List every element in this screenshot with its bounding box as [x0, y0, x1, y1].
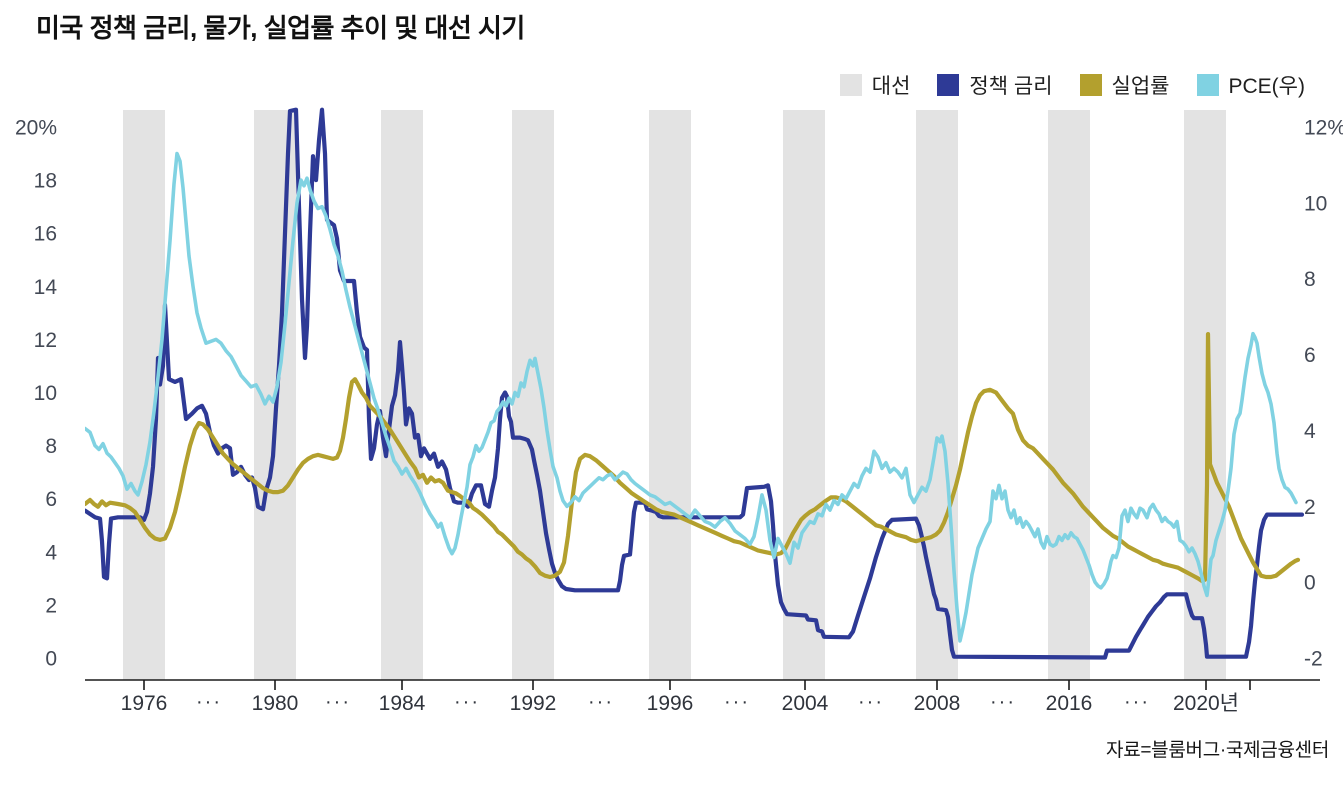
right-axis-label: 2 — [1304, 496, 1316, 519]
right-axis-label: -2 — [1304, 648, 1323, 671]
right-axis-label: 8 — [1304, 268, 1316, 291]
legend: 대선 정책 금리 실업률 PCE(우) — [839, 70, 1306, 100]
page-title: 미국 정책 금리, 물가, 실업률 추이 및 대선 시기 — [36, 13, 525, 43]
election-band — [1048, 110, 1090, 680]
x-axis-break-dots: ··· — [990, 691, 1016, 713]
x-axis-label: 2004 — [782, 692, 829, 715]
x-axis — [85, 679, 1320, 690]
left-axis-label: 4 — [45, 541, 57, 564]
legend-label: 실업률 — [1111, 75, 1170, 98]
x-axis-label: 1992 — [510, 692, 557, 715]
election-band — [649, 110, 691, 680]
x-axis-label: 2020년 — [1173, 692, 1239, 715]
election-band — [783, 110, 825, 680]
left-axis-label: 14 — [34, 276, 58, 299]
right-axis-label: 0 — [1304, 572, 1316, 595]
left-axis-label: 12 — [34, 329, 57, 352]
policy-rate-swatch — [937, 74, 960, 96]
legend-label: 정책 금리 — [969, 75, 1053, 98]
legend-label: 대선 — [871, 75, 911, 98]
x-axis-label: 1984 — [379, 692, 426, 715]
source-credit: 자료=블룸버그·국제금융센터 — [1106, 740, 1329, 761]
x-axis-label: 2008 — [914, 692, 961, 715]
x-axis-break-dots: ··· — [588, 691, 614, 713]
left-axis-label: 6 — [45, 488, 57, 511]
series-lines — [85, 107, 1304, 660]
left-axis-label: 10 — [34, 382, 57, 405]
x-axis-break-dots: ··· — [858, 691, 884, 713]
right-axis-label: 12% — [1304, 117, 1343, 140]
right-axis-labels: 12% 10 8 6 4 2 0 -2 — [1304, 117, 1343, 671]
right-axis-label: 10 — [1304, 192, 1327, 215]
x-axis-break-dots: ··· — [1124, 691, 1150, 713]
x-axis-break-dots: ··· — [196, 691, 222, 713]
x-axis-break-dots: ··· — [724, 691, 750, 713]
legend-item-pce: PCE(우) — [1196, 70, 1306, 100]
left-axis-label: 0 — [45, 648, 57, 671]
election-band — [916, 110, 958, 680]
left-axis-label: 2 — [45, 594, 57, 617]
x-axis-label: 1980 — [252, 692, 299, 715]
election-band — [381, 110, 423, 680]
x-axis-label: 2016 — [1046, 692, 1093, 715]
election-bands — [123, 110, 1226, 680]
legend-item-election: 대선 — [839, 70, 911, 100]
legend-label: PCE(우) — [1228, 75, 1306, 98]
x-axis-break-dots: ··· — [325, 691, 351, 713]
legend-item-unemployment: 실업률 — [1079, 70, 1170, 100]
left-axis-label: 20% — [15, 117, 57, 140]
x-axis-label: 1976 — [121, 692, 168, 715]
unemployment-swatch — [1079, 74, 1102, 96]
left-axis-label: 16 — [34, 223, 57, 246]
right-axis-label: 6 — [1304, 344, 1316, 367]
left-axis-label: 8 — [45, 435, 57, 458]
x-axis-break-dots: ··· — [454, 691, 480, 713]
pce-swatch — [1196, 74, 1219, 96]
x-axis-label: 1996 — [647, 692, 694, 715]
series-line-PCE(우) — [85, 151, 1298, 643]
left-axis-labels: 20% 18 16 14 12 10 8 6 4 2 0 — [15, 117, 57, 671]
x-axis-labels: 1976 1980 1984 1992 1996 2004 2008 2016 2020년 ···… — [121, 691, 1239, 715]
left-axis-label: 18 — [34, 170, 57, 193]
right-axis-label: 4 — [1304, 420, 1316, 443]
election-swatch — [839, 74, 862, 96]
legend-item-policy-rate: 정책 금리 — [937, 70, 1053, 100]
series-line-실업률 — [85, 332, 1301, 584]
